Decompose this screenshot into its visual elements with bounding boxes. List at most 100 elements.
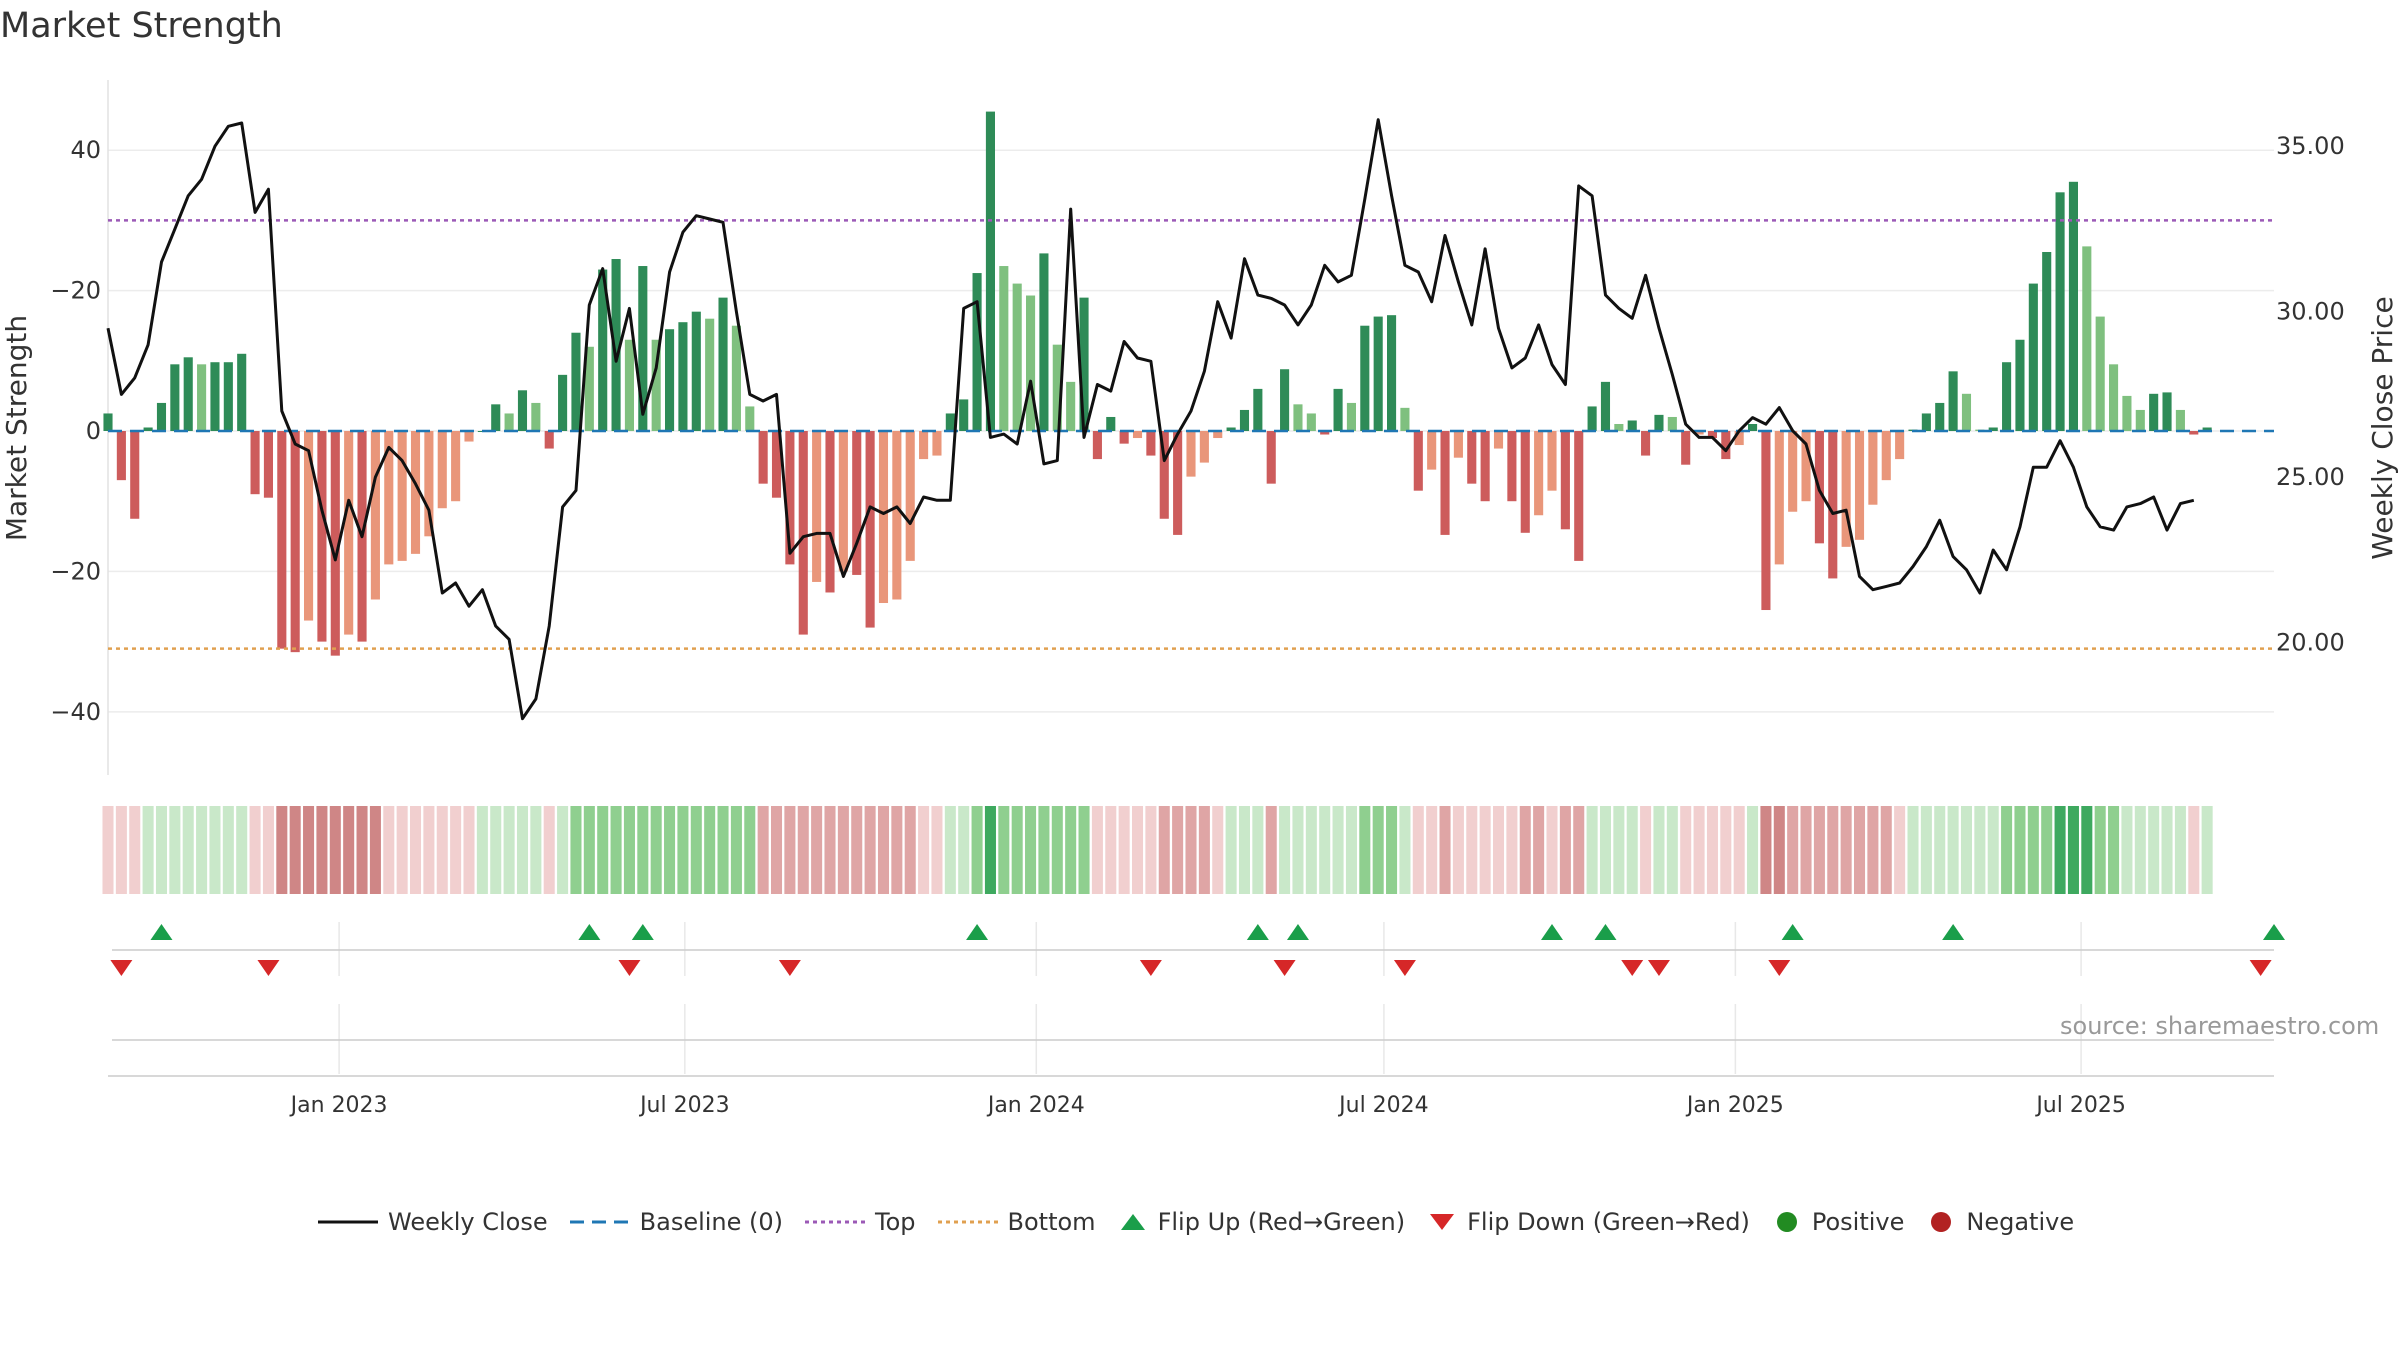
regime-cell xyxy=(1813,806,1825,894)
regime-cell xyxy=(1132,806,1144,894)
regime-cell xyxy=(1439,806,1451,894)
regime-cell xyxy=(1238,806,1250,894)
regime-cell xyxy=(1158,806,1170,894)
strength-bar xyxy=(1801,431,1811,502)
regime-cell xyxy=(1118,806,1130,894)
legend-positive: Positive xyxy=(1772,1208,1905,1236)
strength-bar xyxy=(1935,402,1945,432)
strength-bar xyxy=(263,431,273,498)
strength-bar xyxy=(1400,407,1410,432)
regime-cell xyxy=(1773,806,1785,894)
flip-down-marker xyxy=(1768,960,1791,976)
regime-cell xyxy=(1399,806,1411,894)
regime-cell xyxy=(1506,806,1518,894)
regime-cell xyxy=(1573,806,1585,894)
strength-bar xyxy=(1627,420,1637,432)
regime-cell xyxy=(356,806,368,894)
regime-cell xyxy=(2148,806,2160,894)
regime-cell xyxy=(1827,806,1839,894)
regime-cell xyxy=(1519,806,1531,894)
strength-bar xyxy=(2028,283,2038,432)
regime-cell xyxy=(2121,806,2133,894)
regime-cell xyxy=(931,806,943,894)
strength-bar xyxy=(1186,431,1196,477)
strength-bar xyxy=(1066,381,1076,432)
regime-cell xyxy=(944,806,956,894)
strength-bar xyxy=(1146,431,1156,456)
regime-cell xyxy=(918,806,930,894)
strength-bar xyxy=(665,329,675,432)
regime-cell xyxy=(1706,806,1718,894)
regime-cell xyxy=(1345,806,1357,894)
regime-cell xyxy=(249,806,261,894)
strength-bar xyxy=(531,402,541,432)
regime-cell xyxy=(2094,806,2106,894)
triangle-down-icon xyxy=(1430,1214,1455,1230)
strength-bar xyxy=(812,431,822,582)
regime-cell xyxy=(2134,806,2146,894)
regime-cell xyxy=(610,806,622,894)
strength-bar xyxy=(838,431,848,572)
regime-cell xyxy=(316,806,328,894)
regime-cell xyxy=(1653,806,1665,894)
strength-bar xyxy=(1788,431,1798,512)
y-tick-label: −40 xyxy=(50,698,101,726)
regime-cell xyxy=(2161,806,2173,894)
strength-bar xyxy=(1560,431,1570,530)
legend-positive-label: Positive xyxy=(1811,1208,1905,1236)
strength-bar xyxy=(304,431,314,621)
strength-bar xyxy=(959,399,969,432)
regime-cell xyxy=(877,806,889,894)
regime-cell xyxy=(958,806,970,894)
strength-bar xyxy=(1159,431,1169,519)
regime-cell xyxy=(811,806,823,894)
strength-bar xyxy=(1881,431,1891,481)
strength-bar xyxy=(330,431,340,656)
regime-cell xyxy=(2027,806,2039,894)
strength-bar xyxy=(410,431,421,554)
regime-cell xyxy=(1666,806,1678,894)
regime-cell xyxy=(704,806,716,894)
strength-bar xyxy=(919,431,929,460)
regime-cell xyxy=(303,806,315,894)
regime-cell xyxy=(1252,806,1264,894)
strength-bar xyxy=(1226,427,1236,432)
regime-cell xyxy=(864,806,876,894)
strength-bar xyxy=(2082,246,2092,432)
regime-cell xyxy=(1747,806,1759,894)
flip-down-marker xyxy=(618,960,641,976)
flip-down-marker xyxy=(257,960,280,976)
regime-cell xyxy=(383,806,395,894)
strength-bar xyxy=(571,332,581,432)
strength-bar xyxy=(1721,431,1731,460)
strength-bar xyxy=(624,339,634,432)
regime-cell xyxy=(717,806,729,894)
regime-cell xyxy=(463,806,475,894)
strength-bar xyxy=(691,311,701,432)
regime-cell xyxy=(142,806,154,894)
strength-bar xyxy=(678,322,688,432)
regime-cell xyxy=(1586,806,1598,894)
strength-bar xyxy=(1387,315,1397,432)
weekly-close-line-icon xyxy=(318,1220,378,1224)
regime-cell xyxy=(557,806,569,894)
regime-cell xyxy=(1920,806,1932,894)
strength-bar xyxy=(745,406,755,432)
regime-cell xyxy=(1546,806,1558,894)
strength-bar xyxy=(1106,416,1116,432)
regime-cell xyxy=(1078,806,1090,894)
strength-bar xyxy=(2095,316,2105,432)
regime-cell xyxy=(837,806,849,894)
regime-cell xyxy=(2067,806,2079,894)
strength-bar xyxy=(290,431,300,653)
x-tick-label: Jul 2024 xyxy=(1337,1093,1429,1118)
strength-bar xyxy=(130,431,140,519)
regime-cell xyxy=(623,806,635,894)
regime-cell xyxy=(1145,806,1157,894)
strength-bar xyxy=(1253,388,1263,432)
strength-bar xyxy=(1895,431,1905,460)
strength-bar xyxy=(344,431,354,635)
regime-cell xyxy=(904,806,916,894)
flip-up-marker xyxy=(631,924,654,940)
legend-weekly-close-label: Weekly Close xyxy=(388,1208,548,1236)
